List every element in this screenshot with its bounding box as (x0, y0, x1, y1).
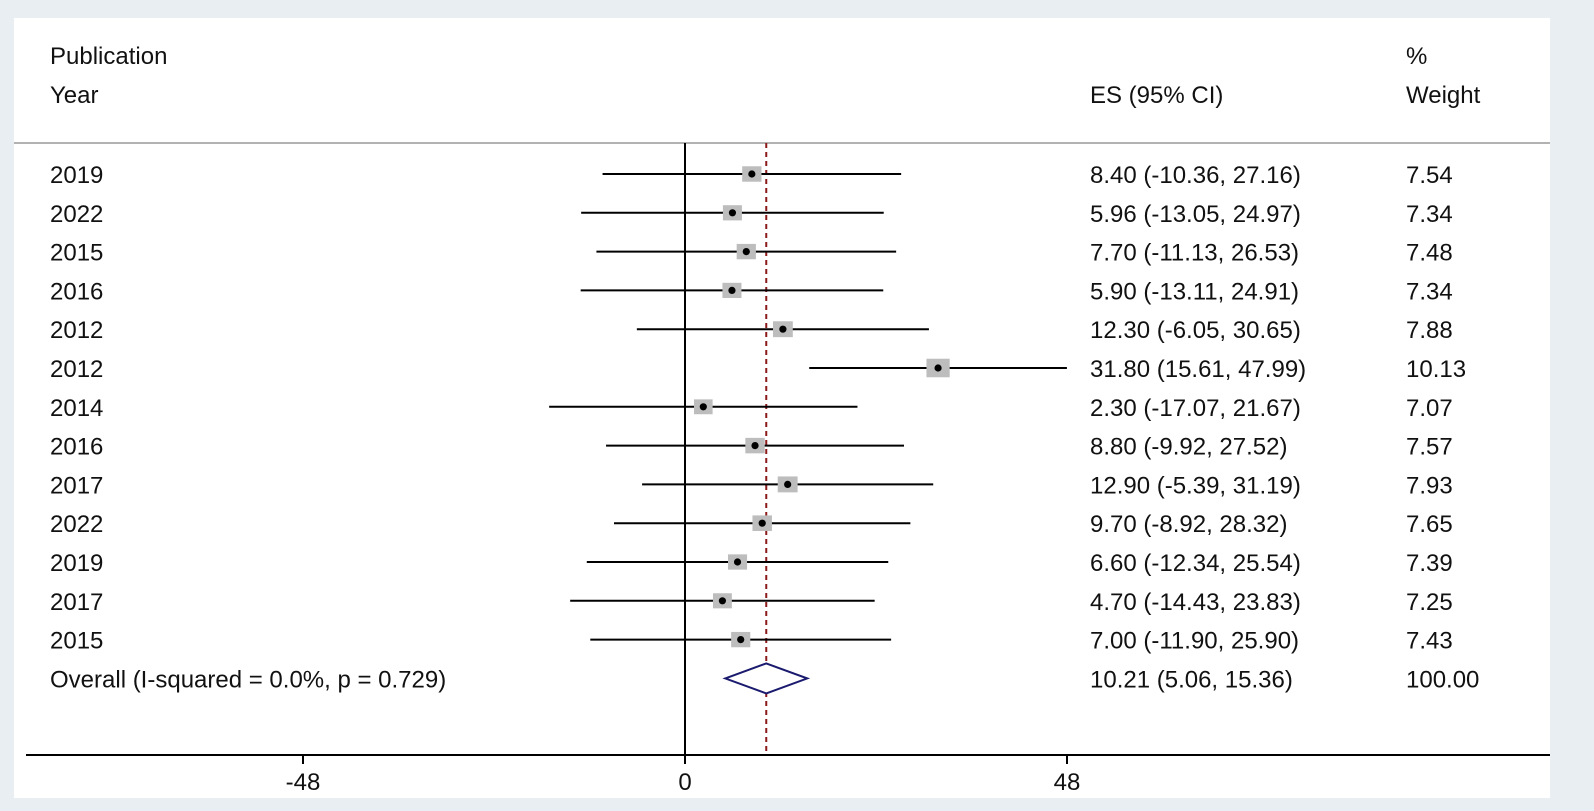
x-axis-tick-label: 48 (1054, 769, 1081, 796)
weight-text: 7.39 (1406, 550, 1453, 577)
weight-column-header-line2: Weight (1406, 82, 1481, 109)
study-row: 2014 2.30 (-17.07, 21.67) 7.07 (50, 395, 1453, 422)
study-label: 2017 (50, 472, 103, 499)
effect-size-text: 8.40 (-10.36, 27.16) (1090, 162, 1301, 189)
point-estimate (934, 364, 942, 372)
weight-text: 7.93 (1406, 472, 1453, 499)
weight-text: 7.88 (1406, 317, 1453, 344)
study-row: 2022 5.96 (-13.05, 24.97) 7.34 (50, 201, 1453, 228)
weight-column-header-line1: % (1406, 43, 1427, 70)
study-label: 2015 (50, 628, 103, 655)
study-row: 2017 12.90 (-5.39, 31.19) 7.93 (50, 472, 1453, 499)
study-label: 2012 (50, 317, 103, 344)
x-axis-tick-label: 0 (678, 769, 691, 796)
overall-label: Overall (I-squared = 0.0%, p = 0.729) (50, 666, 446, 693)
study-label: 2022 (50, 201, 103, 228)
study-label: 2015 (50, 240, 103, 267)
study-label: 2012 (50, 356, 103, 383)
effect-size-text: 6.60 (-12.34, 25.54) (1090, 550, 1301, 577)
study-column-header-line1: Publication (50, 43, 167, 70)
effect-size-text: 4.70 (-14.43, 23.83) (1090, 589, 1301, 616)
study-label: 2017 (50, 589, 103, 616)
effect-size-text: 31.80 (15.61, 47.99) (1090, 356, 1306, 383)
point-estimate (751, 442, 759, 450)
point-estimate (699, 403, 707, 411)
study-label: 2016 (50, 434, 103, 461)
pooled-estimate-diamond (722, 662, 811, 695)
point-estimate (728, 209, 737, 217)
point-estimate (748, 170, 756, 178)
effect-size-text: 7.00 (-11.90, 25.90) (1090, 628, 1299, 655)
study-label: 2016 (50, 278, 103, 305)
x-axis-tick-label: -48 (286, 769, 321, 796)
weight-text: 7.34 (1406, 278, 1453, 305)
header: Publication Year ES (95% CI) % Weight (50, 43, 1481, 109)
study-row: 2016 8.80 (-9.92, 27.52) 7.57 (50, 434, 1453, 461)
point-estimate (737, 636, 745, 644)
effect-size-text: 7.70 (-11.13, 26.53) (1090, 240, 1299, 267)
weight-text: 10.13 (1406, 356, 1466, 383)
weight-text: 7.54 (1406, 162, 1453, 189)
weight-text: 7.34 (1406, 201, 1453, 228)
weight-text: 7.25 (1406, 589, 1453, 616)
plot-background (14, 18, 1550, 798)
point-estimate (784, 480, 792, 488)
effect-size-text: 2.30 (-17.07, 21.67) (1090, 395, 1301, 422)
study-row: 2015 7.00 (-11.90, 25.90) 7.43 (50, 628, 1453, 655)
study-row: 2016 5.90 (-13.11, 24.91) 7.34 (50, 278, 1453, 305)
study-column-header-line2: Year (50, 82, 99, 109)
study-row: 2022 9.70 (-8.92, 28.32) 7.65 (50, 511, 1453, 538)
study-label: 2019 (50, 550, 103, 577)
effect-size-text: 12.90 (-5.39, 31.19) (1090, 472, 1301, 499)
study-row: 2012 12.30 (-6.05, 30.65) 7.88 (50, 317, 1453, 344)
point-estimate (742, 248, 750, 256)
point-estimate (728, 286, 736, 294)
point-estimate (779, 325, 787, 333)
study-row: 2015 7.70 (-11.13, 26.53) 7.48 (50, 240, 1453, 267)
weight-text: 7.07 (1406, 395, 1453, 422)
overall-row: Overall (I-squared = 0.0%, p = 0.729) 10.… (50, 662, 1479, 695)
effect-size-text: 9.70 (-8.92, 28.32) (1090, 511, 1287, 538)
weight-text: 7.57 (1406, 434, 1453, 461)
es-column-header: ES (95% CI) (1090, 82, 1223, 109)
study-row: 2019 8.40 (-10.36, 27.16) 7.54 (50, 162, 1453, 189)
point-estimate (758, 519, 766, 527)
point-estimate (718, 597, 727, 605)
study-label: 2019 (50, 162, 103, 189)
study-row: 2012 31.80 (15.61, 47.99) 10.13 (50, 356, 1466, 383)
effect-size-text: 5.90 (-13.11, 24.91) (1090, 278, 1299, 305)
effect-size-text: 5.96 (-13.05, 24.97) (1090, 201, 1301, 228)
study-row: 2019 6.60 (-12.34, 25.54) 7.39 (50, 550, 1453, 577)
study-rows: 2019 8.40 (-10.36, 27.16) 7.54 2022 5.96 (-1… (50, 162, 1466, 655)
x-axis: -48 0 48 (26, 754, 1550, 796)
point-estimate (733, 558, 742, 566)
overall-effect-size-text: 10.21 (5.06, 15.36) (1090, 666, 1293, 693)
study-label: 2014 (50, 395, 103, 422)
effect-size-text: 8.80 (-9.92, 27.52) (1090, 434, 1287, 461)
effect-size-text: 12.30 (-6.05, 30.65) (1090, 317, 1301, 344)
study-label: 2022 (50, 511, 103, 538)
weight-text: 7.43 (1406, 628, 1453, 655)
overall-weight-text: 100.00 (1406, 666, 1479, 693)
weight-text: 7.65 (1406, 511, 1453, 538)
weight-text: 7.48 (1406, 240, 1453, 267)
reference-lines (684, 143, 768, 755)
study-row: 2017 4.70 (-14.43, 23.83) 7.25 (50, 589, 1453, 616)
